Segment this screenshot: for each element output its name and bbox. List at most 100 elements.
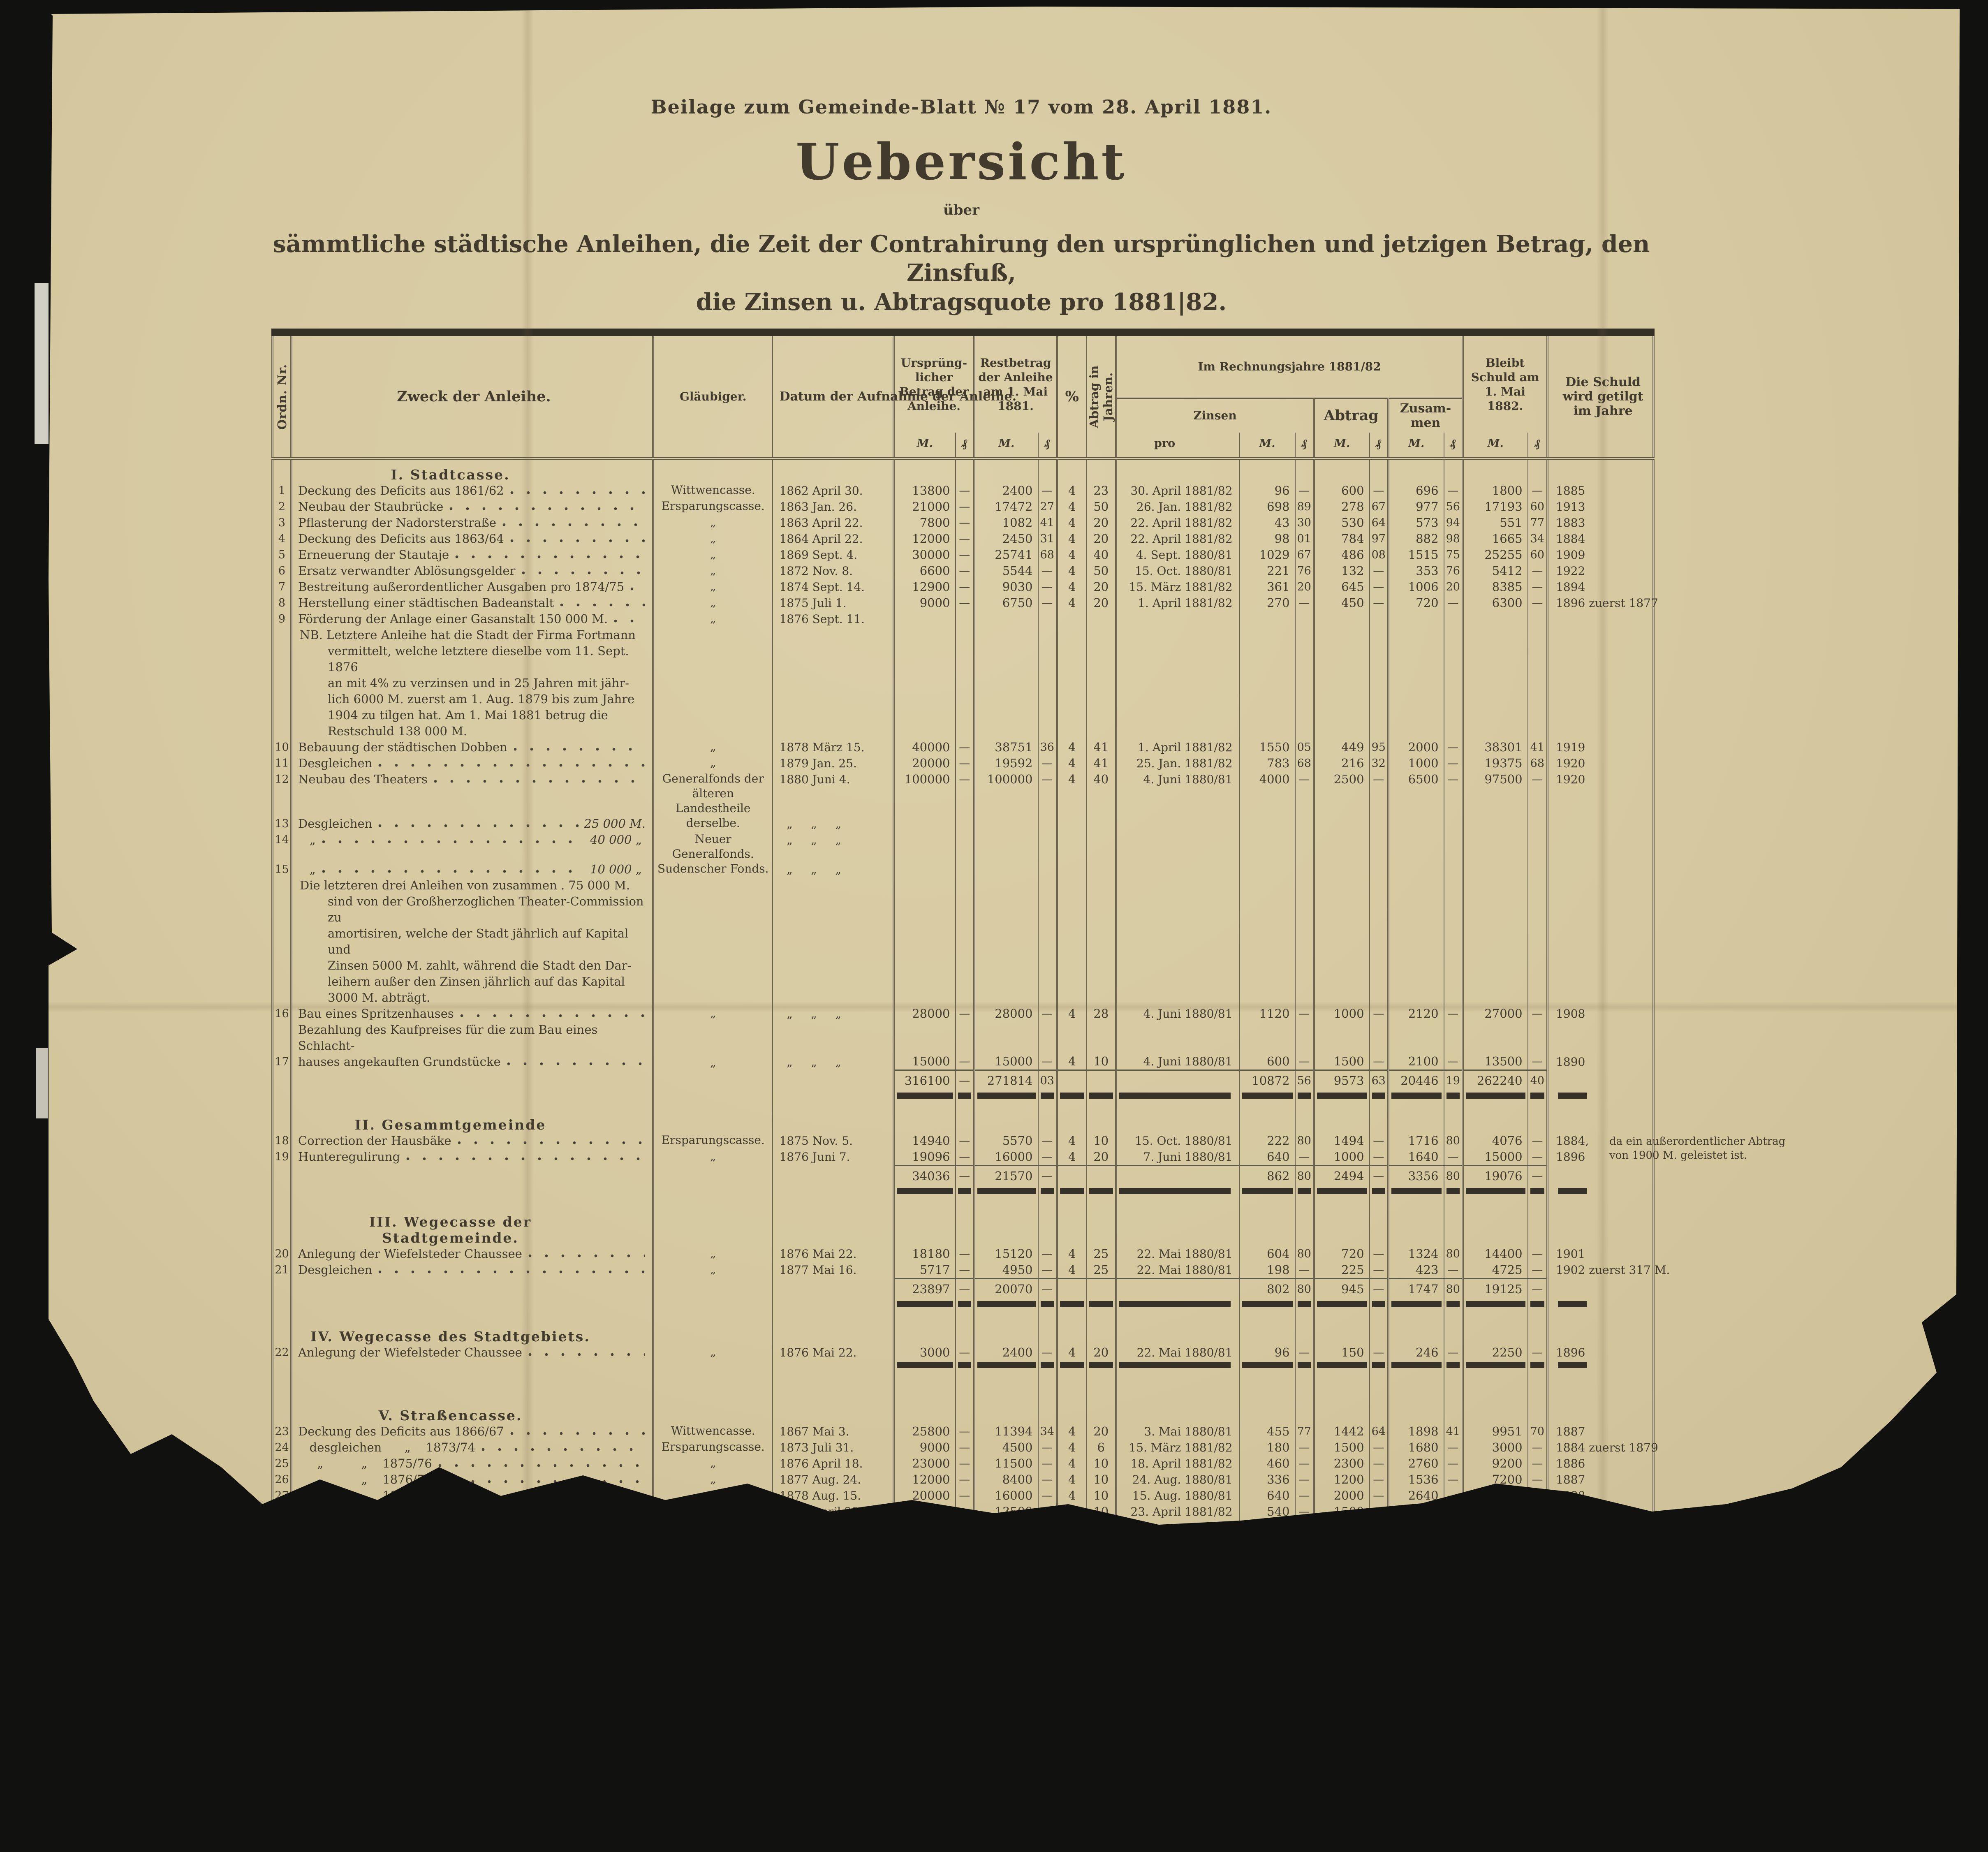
cell-pc: 4 xyxy=(1056,1245,1087,1262)
cell-rm: 15000 xyxy=(973,1022,1038,1070)
cell-pro xyxy=(1116,1533,1240,1555)
cell-pro xyxy=(1115,1278,1240,1300)
section-separator-bar xyxy=(1446,1669,1460,1676)
cell-um: 12000 xyxy=(893,1471,956,1488)
cell-rp: — xyxy=(1037,771,1057,816)
cell-bp xyxy=(1527,611,1548,627)
cell-ja: 10 xyxy=(1086,1022,1116,1070)
cell-rp: 03 xyxy=(1037,1069,1057,1091)
cell-up: — xyxy=(955,1503,974,1525)
cell-am: 2000 xyxy=(1313,1487,1370,1504)
cell-bm: 27000 xyxy=(1462,1006,1528,1022)
bar-cell xyxy=(1057,1554,1087,1563)
bar-cell xyxy=(893,1360,956,1370)
cell-sp xyxy=(1443,877,1463,1006)
bar-cell xyxy=(1462,1360,1528,1370)
zweck-text: Desgleichen xyxy=(298,756,373,770)
cell-pro: 1. April 1881/82 xyxy=(1115,595,1240,611)
cell-zm: 180 xyxy=(1239,1439,1295,1456)
cell-pro: 15. März 1881/82 xyxy=(1115,579,1240,595)
cell-pc: 4 xyxy=(1056,1455,1087,1472)
cell-nr: 28 xyxy=(275,1505,289,1518)
section-separator-bar xyxy=(958,1301,972,1307)
cell-up: — xyxy=(956,1728,974,1745)
cell-glaeubiger: „ xyxy=(652,1344,773,1361)
dot-leader xyxy=(378,755,645,771)
cell-um xyxy=(893,832,956,861)
cell-year: 1890 xyxy=(1546,1503,1654,1525)
cell-pro: 25. Jan. 1881/82 xyxy=(1115,755,1240,771)
cell-glaeubiger: Suden'scher Fonds. xyxy=(652,1503,773,1525)
section-separator-bar xyxy=(977,1556,1036,1562)
section-separator-bar xyxy=(1242,1556,1293,1562)
cell-ap: — xyxy=(1369,1278,1389,1300)
cell-zweck: Bau eines Nebengebäudes der Cäcilienschu… xyxy=(292,1810,653,1827)
section-separator-bar xyxy=(1558,1669,1587,1676)
grand-total-label: Sa. Sm. xyxy=(773,1827,894,1851)
section-separator-bar xyxy=(1297,1092,1311,1099)
cell-pc: 4 xyxy=(1057,1630,1087,1647)
cell-zm: 600 xyxy=(1239,1022,1295,1070)
cell-zp: 29 xyxy=(1295,1614,1314,1630)
cell-sp: — xyxy=(1444,1598,1463,1614)
cell-zweck: Förderung der Anlage einer Gasanstalt 15… xyxy=(290,611,653,627)
cell-sm: 2760 xyxy=(1387,1455,1444,1472)
cell-um: 14940 xyxy=(893,1132,956,1149)
cell-zm: 361 xyxy=(1239,579,1295,595)
cell-up: — xyxy=(955,1455,974,1472)
cell-pro: 26. Jan. 1881/82 xyxy=(1115,499,1240,515)
section-separator-bar xyxy=(1446,1556,1460,1562)
table-row: 34 Bau eines Nebengebäudes der Cäciliensc… xyxy=(273,1810,1654,1827)
cell-ja xyxy=(1086,1100,1116,1133)
cell-bm: 55281 xyxy=(1463,1712,1528,1728)
cell-bp: — xyxy=(1527,1503,1548,1525)
cell-zweck: Herstellung einer städtischen Badeanstal… xyxy=(290,595,653,611)
cell-sm: 1560 xyxy=(1389,1630,1444,1647)
cell-up: — xyxy=(955,1262,974,1278)
cell-sm: 696 xyxy=(1387,483,1444,499)
bar-cell xyxy=(1086,1186,1116,1196)
cell-pro xyxy=(1115,1195,1240,1246)
cell-year xyxy=(1548,1775,1654,1810)
cell-ja: 10 xyxy=(1086,1132,1116,1149)
cell-up: — xyxy=(955,1245,974,1262)
cell-pro: 23. April 1881/82 xyxy=(1115,1503,1240,1525)
cell-year: 1890 xyxy=(1546,1022,1654,1070)
bar-cell xyxy=(1370,1554,1389,1563)
cell-up: — xyxy=(955,579,974,595)
cell-datum xyxy=(773,1668,894,1677)
section-separator-bar xyxy=(1372,1188,1386,1194)
cell-um: 19096 xyxy=(893,1148,956,1165)
cell-datum: 1877 Mai 16. xyxy=(772,1262,894,1278)
cell-um: 13800 xyxy=(893,483,956,499)
section-separator-bar xyxy=(1466,1361,1525,1368)
cell-ja xyxy=(1086,1369,1116,1424)
cell-am xyxy=(1313,1369,1370,1424)
cell-nr: 16 xyxy=(275,1007,289,1020)
cell-zp: 64 xyxy=(1295,1712,1314,1728)
cell-zweck xyxy=(290,1070,653,1091)
cell-year xyxy=(1546,832,1654,861)
cell-zp: 77 xyxy=(1295,1533,1314,1555)
note-line: vermittelt, welche letztere dieselbe vom… xyxy=(328,644,629,674)
cell-datum xyxy=(772,1091,894,1100)
cell-glaeubiger: „ xyxy=(652,547,773,563)
zweck-amount: 10 000 „ xyxy=(590,862,646,876)
cell-sp: — xyxy=(1443,771,1463,816)
section-separator-bar xyxy=(1040,1188,1054,1194)
bar-cell xyxy=(894,1554,956,1563)
cell-sp xyxy=(1443,458,1463,483)
cell-nr: 34 xyxy=(275,1812,289,1824)
cell-glaeubiger: Ersparungscasse. xyxy=(652,499,773,515)
cell-bm: 4725 xyxy=(1462,1262,1528,1278)
cell-bm: 86769 xyxy=(1463,1745,1528,1766)
cell-zp: 80 xyxy=(1294,1245,1314,1262)
cell-nr xyxy=(273,459,292,483)
bar-cell xyxy=(1239,1360,1295,1370)
cell-zweck: „ „ 1876/77 xyxy=(290,1471,653,1488)
cell-up: — xyxy=(956,1598,974,1614)
cell-up xyxy=(956,1677,974,1712)
cell-rp: — xyxy=(1037,595,1057,611)
table-row: 23 Deckung des Deficits aus 1866/67 Wittwe… xyxy=(273,1423,1654,1440)
cell-year: 1910 zuletzt 1896: 900 M. xyxy=(1548,1614,1654,1630)
